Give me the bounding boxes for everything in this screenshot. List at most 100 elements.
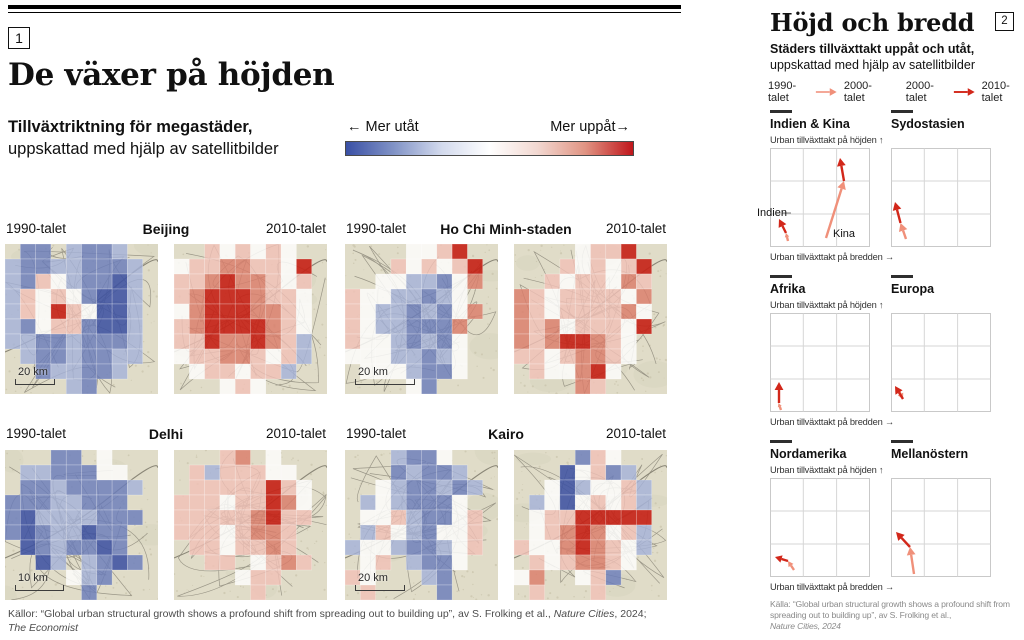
cell: [234, 539, 251, 556]
cell: [96, 258, 113, 275]
cell: [421, 303, 438, 320]
cell: [529, 348, 545, 365]
cell: [375, 524, 392, 541]
cell: [590, 450, 607, 466]
cell: [127, 318, 143, 335]
cell: [544, 554, 561, 571]
cell: [421, 509, 438, 526]
cell: [96, 333, 113, 350]
cell: [189, 348, 205, 365]
cell: [81, 554, 98, 571]
cell: [436, 509, 453, 526]
cell: [81, 333, 98, 350]
cell: [590, 378, 607, 394]
gradient-legend-labels: ← Mer utåt Mer uppåt→: [345, 119, 632, 137]
arrow-shaft: [897, 391, 905, 400]
cell: [574, 288, 591, 305]
panel1-number-box: 1: [8, 27, 30, 49]
cell: [50, 554, 67, 571]
source-journal: Nature Cities: [553, 608, 615, 620]
cell: [81, 509, 98, 526]
cell: [590, 509, 607, 526]
cell: [111, 539, 128, 556]
cell: [436, 303, 453, 320]
region-tick: [770, 440, 792, 443]
cell: [65, 244, 82, 260]
cell: [296, 509, 312, 526]
cell: [590, 584, 607, 600]
cell: [96, 464, 113, 481]
cell: [96, 273, 113, 290]
cell: [296, 479, 312, 496]
cell: [234, 273, 251, 290]
cell: [574, 524, 591, 541]
decade-label-left: 1990-talet: [6, 426, 67, 441]
map-pair-labels: 1990-talet Kairo 2010-talet: [345, 426, 667, 446]
cell: [111, 273, 128, 290]
panel1-subtitle: uppskattad med hjälp av satellitbilder: [8, 140, 279, 158]
cell: [81, 378, 98, 394]
cell: [451, 539, 468, 556]
cell: [345, 333, 361, 350]
map-beijing-2010s: [174, 244, 327, 394]
cell: [5, 318, 21, 335]
cell: [544, 524, 561, 541]
cell: [451, 288, 468, 305]
scale-bar: [15, 379, 55, 385]
cell: [204, 333, 221, 350]
cell: [189, 464, 205, 481]
cell: [405, 539, 422, 556]
cell: [405, 348, 422, 365]
cell: [111, 333, 128, 350]
cell: [189, 494, 205, 511]
cell: [65, 509, 82, 526]
cell: [375, 318, 392, 335]
cell: [451, 333, 468, 350]
cell: [5, 494, 21, 511]
cell: [50, 273, 67, 290]
cell: [96, 288, 113, 305]
cell: [174, 509, 190, 526]
cell: [559, 554, 576, 571]
cell: [451, 348, 468, 365]
cell: [250, 494, 267, 511]
cell: [81, 494, 98, 511]
heatmap-cells: [5, 450, 143, 600]
arrow-shaft: [785, 236, 790, 242]
cell: [96, 524, 113, 541]
cell: [234, 509, 251, 526]
cell: [189, 333, 205, 350]
cell: [219, 554, 236, 571]
x-axis-label: Urban tillväxttakt på bredden →: [770, 252, 895, 262]
cell: [620, 494, 637, 511]
cell: [375, 333, 392, 350]
cell: [280, 303, 297, 320]
cell: [265, 524, 282, 541]
map-canvas: [514, 450, 667, 600]
region-chart-afrika: Afrika Urban tillväxttakt på höjden ↑ Urba…: [770, 275, 894, 435]
panel2-legend: 1990-talet 2000-talet 2000-talet 2010-ta…: [768, 80, 1024, 104]
cell: [127, 554, 143, 571]
arrow-shaft: [778, 406, 783, 411]
cell: [20, 464, 36, 481]
city-name: Beijing: [142, 221, 190, 237]
cell: [620, 524, 637, 541]
cell: [111, 288, 128, 305]
cell: [20, 288, 36, 305]
cell: [50, 494, 67, 511]
scale-bar-label: 10 km: [18, 572, 48, 584]
cell: [375, 509, 392, 526]
cell: [559, 539, 576, 556]
cell: [544, 303, 561, 320]
cell: [529, 363, 545, 380]
cell: [390, 479, 407, 496]
cell: [65, 363, 82, 380]
cell: [296, 258, 312, 275]
cell: [590, 244, 607, 260]
arrow-head: [906, 547, 916, 556]
cell: [436, 288, 453, 305]
decade-label-right: 2010-talet: [605, 221, 666, 236]
cell: [590, 569, 607, 586]
cell: [219, 258, 236, 275]
cell: [405, 479, 422, 496]
